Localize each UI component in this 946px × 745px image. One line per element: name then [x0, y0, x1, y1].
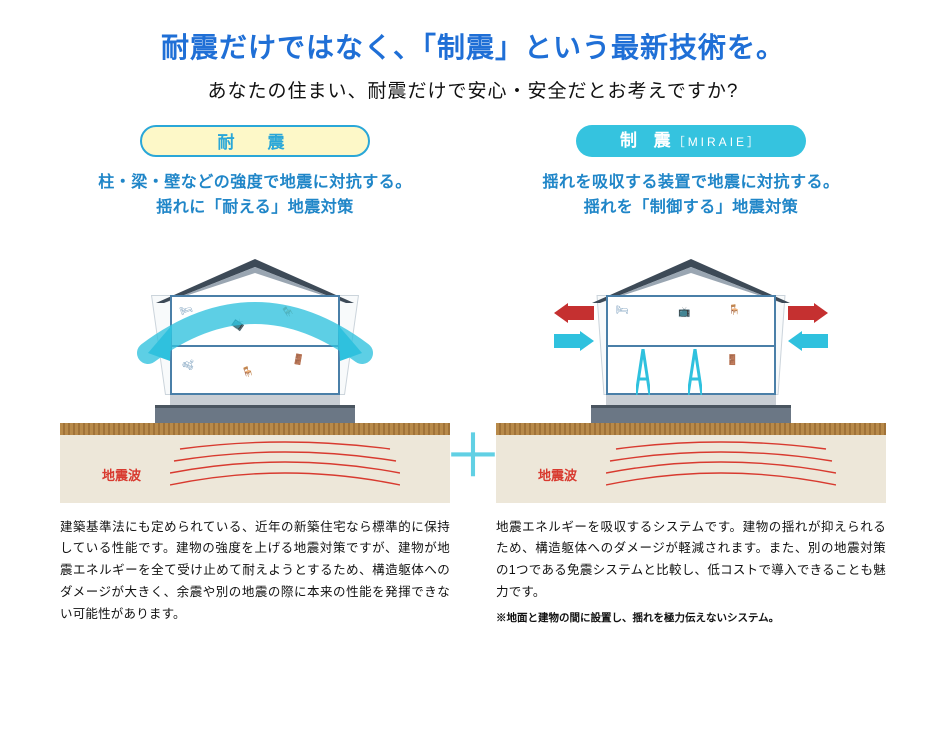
- right-lead-line2: 揺れを「制御する」地震対策: [496, 196, 886, 221]
- right-body-text: 地震エネルギーを吸収するシステムです。建物の揺れが抑えられるため、構造躯体へのダ…: [496, 517, 886, 605]
- furniture-icon: 🚪: [726, 355, 738, 366]
- foundation: [155, 405, 355, 423]
- left-pill-label: 耐 震: [218, 133, 293, 152]
- damper-icon: [636, 349, 650, 395]
- right-pill: 制 震［MIRAIE］: [576, 125, 806, 157]
- right-diagram: 地震波 🛏 📺 🪑 🚪: [496, 233, 886, 503]
- soil-surface: [496, 423, 886, 435]
- sway-arrow-icon: [120, 283, 390, 373]
- left-lead-line1: 柱・梁・壁などの強度で地震に対抗する。: [60, 171, 450, 196]
- subtitle: あなたの住まい、耐震だけで安心・安全だとお考えですか?: [0, 76, 946, 103]
- soil-surface: [60, 423, 450, 435]
- left-pill: 耐 震: [140, 125, 370, 157]
- plinth: [170, 395, 340, 405]
- right-column: 制 震［MIRAIE］ 揺れを吸収する装置で地震に対抗する。 揺れを「制御する」…: [496, 125, 886, 626]
- plinth: [606, 395, 776, 405]
- left-column: 耐 震 柱・梁・壁などの強度で地震に対抗する。 揺れに「耐える」地震対策: [60, 125, 450, 626]
- wave-label: 地震波: [538, 465, 577, 484]
- right-lead-line1: 揺れを吸収する装置で地震に対抗する。: [496, 171, 886, 196]
- furniture-icon: 🪑: [728, 305, 740, 316]
- foundation: [591, 405, 791, 423]
- house-wall: 🛏 📺 🪑 🚪: [606, 295, 776, 395]
- comparison-columns: 耐 震 柱・梁・壁などの強度で地震に対抗する。 揺れに「耐える」地震対策: [0, 125, 946, 626]
- house: 🛏 📺 🪑 🚪: [606, 265, 776, 395]
- right-footnote: ※地面と建物の間に設置し、揺れを極力伝えないシステム。: [496, 610, 886, 625]
- left-body-text: 建築基準法にも定められている、近年の新築住宅なら標準的に保持している性能です。建…: [60, 517, 450, 626]
- left-diagram: 地震波 🛏 📺 🪑 🛋 🪑: [60, 233, 450, 503]
- ground: 地震波: [496, 423, 886, 503]
- right-pill-label: 制 震: [620, 131, 677, 150]
- right-pill-bracket: ［MIRAIE］: [673, 135, 762, 149]
- underground: 地震波: [496, 435, 886, 503]
- force-arrow-red-icon: [788, 303, 828, 323]
- plus-icon: ＋: [443, 427, 503, 487]
- seismic-waves-icon: [606, 441, 836, 497]
- left-lead-line2: 揺れに「耐える」地震対策: [60, 196, 450, 221]
- floor-divider: [608, 345, 774, 347]
- main-title: 耐震だけではなく、「制震」という最新技術を。: [0, 26, 946, 66]
- wave-label: 地震波: [102, 465, 141, 484]
- force-arrow-cyan-icon: [788, 331, 828, 351]
- furniture-icon: 📺: [678, 307, 690, 318]
- ground: 地震波: [60, 423, 450, 503]
- force-arrow-cyan-icon: [554, 331, 594, 351]
- right-lead: 揺れを吸収する装置で地震に対抗する。 揺れを「制御する」地震対策: [496, 171, 886, 221]
- seismic-waves-icon: [170, 441, 400, 497]
- furniture-icon: 🛏: [616, 305, 629, 316]
- left-lead: 柱・梁・壁などの強度で地震に対抗する。 揺れに「耐える」地震対策: [60, 171, 450, 221]
- underground: 地震波: [60, 435, 450, 503]
- force-arrow-red-icon: [554, 303, 594, 323]
- damper-icon: [688, 349, 702, 395]
